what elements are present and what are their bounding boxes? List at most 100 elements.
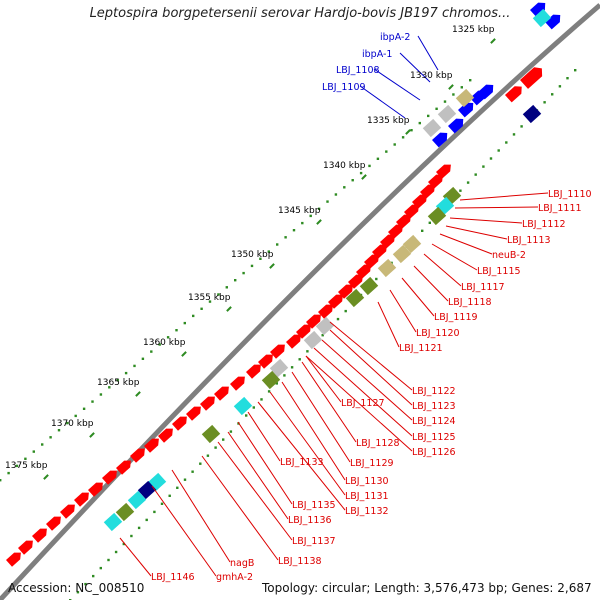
- major-tick: [361, 174, 367, 180]
- cog-block: [127, 490, 147, 510]
- cog-block: [303, 330, 323, 350]
- outer-tick-dot: [234, 279, 237, 282]
- scale-label: 1325 kbp: [452, 25, 495, 35]
- label-layer: 1325 kbp 1330 kbp 1335 kbp 1340 kbp 1345 kbp…: [5, 25, 592, 583]
- label-leader: [151, 485, 217, 577]
- gene-label: LBJ_1119: [434, 312, 478, 323]
- inner-tick-dot: [76, 591, 80, 594]
- forward-gene-arrow: [286, 334, 301, 349]
- outer-tick-dot: [443, 100, 447, 103]
- cog-block: [269, 358, 289, 378]
- label-leader: [329, 329, 413, 406]
- map-title: Leptospira borgpetersenii serovar Hardjo…: [89, 6, 511, 21]
- gene-label: LBJ_1115: [477, 266, 521, 277]
- major-tick: [135, 391, 141, 397]
- gene-label: LBJ_1133: [280, 457, 324, 468]
- inner-tick-dot: [489, 157, 493, 160]
- outer-tick-dot: [359, 171, 363, 175]
- inner-tick-dot: [321, 334, 324, 337]
- cog-block: [137, 480, 157, 500]
- forward-gene-arrow: [246, 364, 261, 379]
- label-leader: [291, 371, 351, 463]
- outer-tick-dot: [82, 407, 86, 410]
- outer-tick-dot: [301, 221, 304, 225]
- major-tick: [405, 129, 411, 135]
- cog-block: [427, 206, 447, 226]
- inner-tick-dot: [137, 526, 141, 530]
- scale-label: 1335 kbp: [367, 116, 410, 126]
- reverse-gene-arrow: [458, 102, 474, 118]
- inner-tick-dot: [122, 542, 125, 546]
- gene-label: LBJ_1128: [356, 438, 400, 449]
- gene-label: nagB: [230, 558, 254, 569]
- outer-tick-dot: [175, 329, 178, 332]
- outer-tick-dot: [368, 164, 371, 168]
- forward-gene-arrow: [6, 552, 21, 567]
- forward-gene-arrow: [88, 482, 103, 497]
- cog-block: [359, 276, 379, 296]
- major-tick: [226, 306, 232, 312]
- scale-label: 1350 kbp: [231, 250, 274, 260]
- cog-block: [115, 502, 135, 522]
- outer-tick-dot: [124, 371, 128, 375]
- inner-tick-dot: [520, 125, 523, 128]
- genome-backbone: [0, 3, 600, 600]
- inner-tick-dot: [114, 550, 118, 554]
- cog-block: [103, 512, 123, 532]
- outer-tick-dot: [208, 300, 212, 303]
- gene-label: LBJ_1125: [412, 432, 456, 443]
- scale-label: 1365 kbp: [97, 378, 140, 388]
- forward-gene-arrow: [144, 438, 159, 453]
- forward-gene-arrow: [200, 396, 215, 411]
- forward-gene-arrow: [18, 540, 33, 555]
- major-tick: [181, 351, 187, 357]
- inner-tick-dot: [145, 518, 148, 522]
- label-leader: [237, 421, 293, 505]
- scale-label: 1360 kbp: [143, 338, 186, 348]
- gene-label: ibpA-1: [362, 49, 392, 60]
- outer-tick-dot: [15, 464, 19, 468]
- outer-tick-dot: [326, 200, 329, 203]
- forward-gene-arrow: [32, 528, 47, 543]
- major-tick: [269, 263, 275, 269]
- label-leader: [423, 253, 462, 287]
- outer-tick-dot: [276, 243, 279, 246]
- label-leader: [389, 289, 417, 333]
- inner-tick-dot: [160, 502, 164, 505]
- outer-tick-dot: [284, 236, 287, 239]
- label-leader: [201, 455, 279, 561]
- outer-tick-dot: [351, 179, 354, 182]
- inner-tick-dot: [306, 350, 309, 353]
- outer-tick-track: [0, 38, 496, 482]
- inner-tick-dot: [566, 77, 569, 80]
- label-leader: [281, 381, 346, 481]
- outer-tick-dot: [0, 479, 2, 482]
- footer: Accession: NC_008510 Topology: circular;…: [0, 578, 600, 600]
- inner-tick-dot: [298, 358, 301, 361]
- cog-block: [315, 316, 335, 336]
- inner-tick-dot: [183, 478, 187, 481]
- feature-track: [6, 2, 561, 567]
- inner-tick-dot: [428, 221, 431, 224]
- gene-label: LBJ_1123: [412, 401, 456, 412]
- gene-label: LBJ_1138: [278, 556, 322, 567]
- inner-tick-dot: [245, 414, 248, 417]
- outer-tick-dot: [250, 264, 254, 268]
- gene-label: gmhA-2: [216, 572, 253, 583]
- outer-tick-dot: [192, 314, 195, 318]
- reverse-gene-arrow: [448, 118, 464, 134]
- forward-gene-arrow: [60, 504, 75, 519]
- cog-block: [437, 104, 457, 124]
- outer-tick-dot: [66, 421, 69, 425]
- forward-gene-arrow: [214, 386, 229, 401]
- reverse-gene-arrow: [545, 14, 561, 30]
- cog-block: [402, 234, 422, 254]
- outer-tick-dot: [242, 271, 245, 275]
- outer-tick-dot: [183, 321, 186, 325]
- gene-label: LBJ_1121: [399, 343, 443, 354]
- gene-label: LBJ_1113: [507, 235, 551, 246]
- cog-block: [522, 104, 542, 124]
- outer-tick-dot: [141, 357, 145, 360]
- gene-label: LBJ_1129: [350, 458, 394, 469]
- forward-gene-arrow: [116, 460, 131, 475]
